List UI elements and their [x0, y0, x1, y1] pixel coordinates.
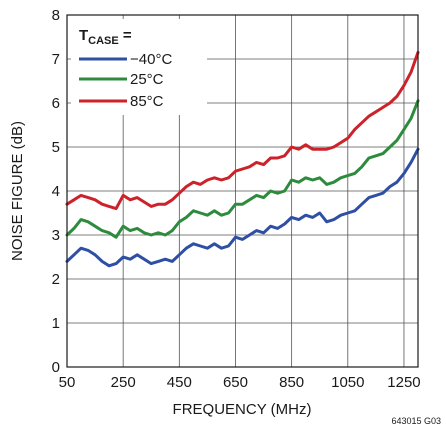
x-tick-label: 50	[59, 374, 76, 391]
y-tick-label: 3	[52, 227, 60, 244]
plot-frame	[66, 14, 419, 368]
x-tick-label: 450	[167, 374, 192, 391]
y-tick-label: 0	[52, 359, 60, 376]
y-tick-label: 4	[52, 183, 60, 200]
figure-id: 643015 G03	[391, 416, 441, 425]
y-tick-label: 5	[52, 139, 60, 156]
x-tick-label: 1250	[387, 374, 420, 391]
legend-title-suffix: =	[119, 27, 132, 44]
series-line-25c	[65, 99, 420, 239]
legend: TCASE = −40°C 25°C 85°C	[71, 19, 207, 115]
series-layer	[65, 50, 420, 268]
legend-label-25c: 25°C	[130, 71, 164, 88]
x-tick-label: 650	[223, 374, 248, 391]
y-axis-title: NOISE FIGURE (dB)	[9, 121, 26, 261]
legend-title-main: T	[79, 27, 88, 44]
x-tick-label: 1050	[331, 374, 364, 391]
y-tick-labels: 0 1 2 3 4 5 6 7 8	[52, 7, 60, 376]
legend-label-neg40c: −40°C	[130, 51, 172, 68]
x-tick-label: 250	[111, 374, 136, 391]
x-tick-labels: 50 250 450 650 850 1050 1250	[59, 374, 421, 391]
y-tick-label: 6	[52, 95, 60, 112]
grid-lines	[67, 15, 418, 367]
legend-title: TCASE =	[79, 27, 132, 47]
y-tick-label: 8	[52, 7, 60, 24]
legend-label-85c: 85°C	[130, 93, 164, 110]
legend-title-sub: CASE	[88, 35, 119, 47]
x-axis-title: FREQUENCY (MHz)	[173, 401, 312, 418]
series-line-85c	[65, 50, 420, 211]
y-tick-label: 7	[52, 51, 60, 68]
x-tick-label: 850	[279, 374, 304, 391]
legend-box	[71, 19, 207, 115]
y-tick-label: 2	[52, 271, 60, 288]
y-tick-label: 1	[52, 315, 60, 332]
series-line-neg40c	[65, 147, 420, 268]
